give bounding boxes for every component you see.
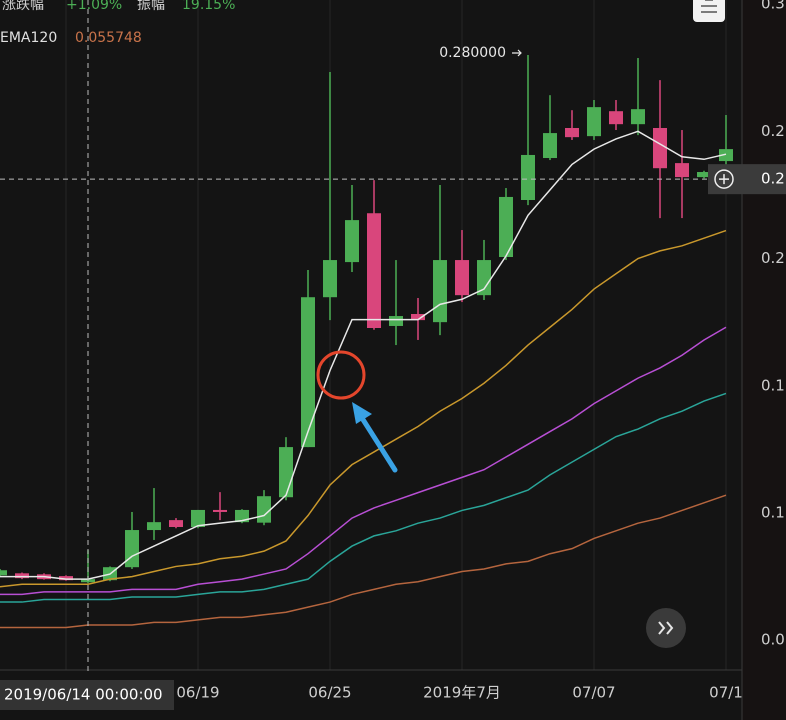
crosshair-add-icon [719,174,729,185]
x-axis: 06/19 06/25 2019年7月 07/07 07/1 [176,684,742,702]
annotation-arrow [359,415,398,473]
price-axis-background [742,0,786,720]
candle-body [15,573,29,579]
candle-body [147,522,161,531]
y-tick-label: 0.0 [761,631,785,649]
header-mask [236,0,286,8]
indicator-line [0,326,727,596]
crosshair-date-label: 2019/06/14 00:00:00 [4,686,163,704]
y-tick-label: 0.3 [761,0,785,13]
candle-body [213,509,227,512]
change-label: 涨跌幅 [2,0,44,13]
candle-body [0,570,7,576]
scroll-button[interactable] [646,608,686,648]
x-tick-label: 06/19 [176,684,219,702]
candle-body [257,496,271,523]
candle-body [675,163,689,178]
candle-body [587,107,601,137]
candle-body [455,260,469,296]
y-axis: 0.3 0.2 0.2 0.1 0.1 0.0 [761,0,785,649]
indicator-line [0,392,727,603]
candle-body [279,447,293,498]
crosshair-add-button[interactable] [714,169,734,189]
indicator-name: EMA120 [0,30,57,46]
max-price-arrow [512,49,522,57]
max-price-label: 0.280000 [439,45,506,61]
y-tick-label: 0.2 [761,122,785,140]
candle-body [499,196,513,258]
candle-body [653,127,667,169]
candle-body [433,260,447,323]
plot-area [0,54,733,629]
candle-body [411,314,425,321]
x-tick-label: 06/25 [308,684,351,702]
candle-body [631,109,645,125]
indicator-line [0,494,727,629]
x-tick-label: 2019年7月 [423,684,501,702]
candle-body [367,213,381,329]
amplitude-label: 振幅 [137,0,165,13]
candle-body [345,220,359,263]
candle-body [719,149,733,162]
candle-body [191,509,205,527]
crosshair-price-label: 0.2 [761,170,785,188]
candle-body [521,154,535,201]
y-tick-label: 0.1 [761,376,785,394]
tool-button[interactable] [693,0,725,22]
candle-body [59,576,73,581]
candle-body [543,133,557,159]
candle-body [389,316,403,326]
y-tick-label: 0.2 [761,249,785,267]
x-tick-label: 07/07 [572,684,615,702]
scroll-icon [658,621,674,635]
candle-body [565,127,579,138]
tool-icon [701,0,717,13]
candle-body [609,111,623,125]
candle-body [125,530,139,568]
indicator-line [0,130,727,580]
candle-body [697,172,711,178]
candle-body [169,520,183,527]
change-value: +1.09% [66,0,122,13]
y-tick-label: 0.1 [761,503,785,521]
crosshair-date-box [0,680,174,710]
candle-body [301,297,315,448]
indicator-value: 0.055748 [75,30,142,46]
amplitude-value: 19.15% [182,0,235,13]
candle-body [323,260,337,298]
annotation-arrow-head [352,402,372,424]
candle-body [477,260,491,296]
highlight-circle [316,350,366,400]
indicator-line [0,229,727,588]
x-tick-label: 07/1 [709,684,743,702]
